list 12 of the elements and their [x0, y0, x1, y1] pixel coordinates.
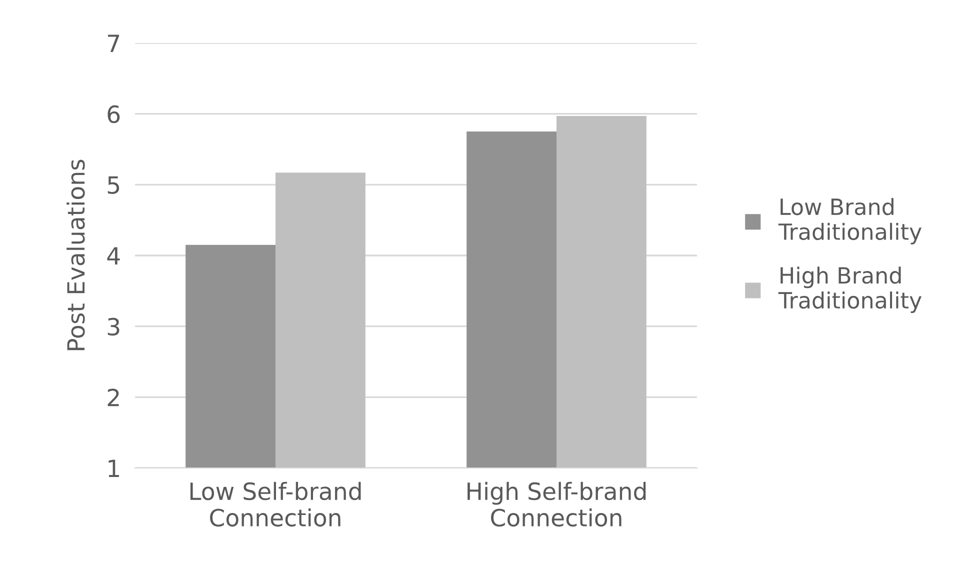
y-tick-label: 4: [107, 247, 120, 264]
x-tick-label: Low Self-brand Connection: [190, 482, 361, 527]
y-tick-label: 3: [108, 318, 120, 336]
y-tick-label: 2: [108, 388, 119, 406]
y-tick-label: 5: [108, 176, 120, 194]
legend-label: Low Brand Traditionality: [778, 198, 922, 244]
x-tick-label: High Self-brand Connection: [468, 482, 646, 527]
y-tick-label: 1: [108, 460, 119, 477]
legend-label: High Brand Traditionality: [778, 266, 922, 313]
y-axis-title: Post Evaluations: [66, 160, 85, 350]
y-tick-label: 6: [108, 105, 120, 124]
y-tick-label: 7: [108, 34, 120, 52]
